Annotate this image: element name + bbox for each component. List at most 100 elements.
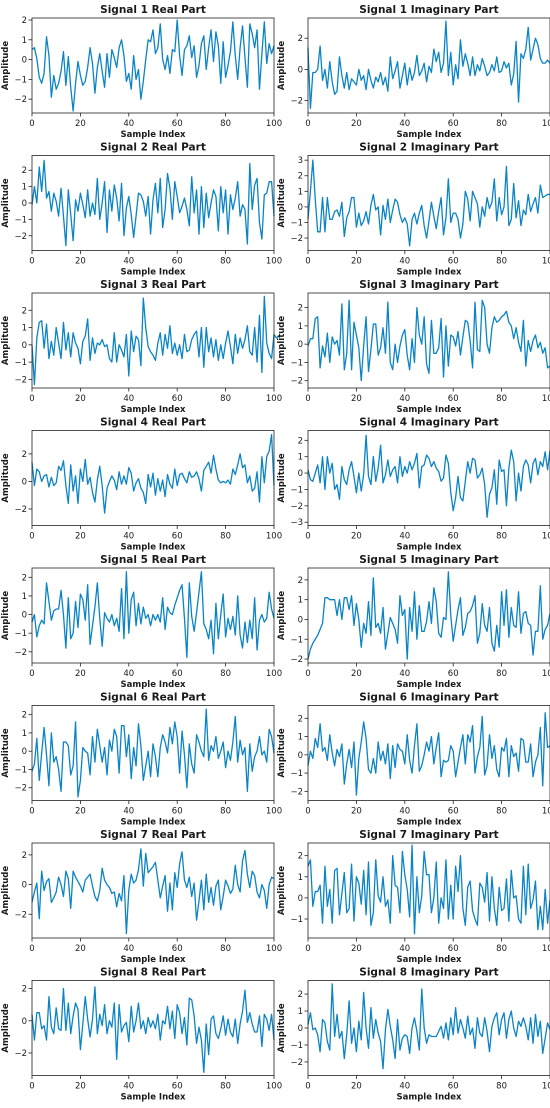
x-tick-label: 0 <box>305 119 310 129</box>
plot-frame <box>307 17 550 114</box>
chart-title: Signal 2 Imaginary Part <box>359 142 498 154</box>
x-tick-label: 20 <box>75 669 86 679</box>
x-tick-label: 100 <box>542 394 550 404</box>
y-tick-label: −1 <box>290 635 303 645</box>
plot-frame <box>31 17 275 114</box>
x-tick-label: 100 <box>266 394 282 404</box>
x-tick-label: 80 <box>496 807 507 817</box>
series-line <box>307 20 550 109</box>
subplot-8: Signal 4 Imaginary Part020406080100−3−2−… <box>277 417 550 553</box>
y-tick-label: −1 <box>290 358 303 368</box>
series-line <box>307 299 550 382</box>
x-tick-label: 60 <box>172 119 183 129</box>
y-tick-label: 2 <box>22 711 27 721</box>
plot-frame <box>307 842 550 939</box>
y-tick-label: 0 <box>298 894 303 904</box>
x-tick-label: 100 <box>266 669 282 679</box>
y-tick-label: −1 <box>14 215 27 225</box>
series-line <box>307 983 550 1070</box>
x-tick-label: 20 <box>351 532 362 542</box>
x-tick-label: 60 <box>448 532 459 542</box>
plot-frame <box>307 705 550 801</box>
subplot-6: Signal 3 Imaginary Part 0 20 40 60 80 100 −2 −1 0… <box>277 279 550 415</box>
subplot-12: Signal 6 Imaginary Part 0 20 40 60 80 100 −2 −1 0… <box>277 692 550 828</box>
x-tick-label: 20 <box>75 532 86 542</box>
x-axis-label: Sample Index <box>121 1093 187 1103</box>
x-tick-label: 0 <box>29 944 34 954</box>
x-tick-label: 40 <box>123 394 134 404</box>
plot-frame <box>31 980 275 1076</box>
y-tick-label: 0 <box>22 56 27 66</box>
x-axis-label: Sample Index <box>121 543 187 553</box>
subplot-15: Signal 8 Real Part 0 20 40 60 80 100 −2 0 2 Sample… <box>1 967 282 1103</box>
x-tick-label: 80 <box>220 669 231 679</box>
plot-frame <box>307 567 550 664</box>
y-tick-label: −1 <box>14 75 27 85</box>
chart-title: Signal 2 Real Part <box>100 142 206 154</box>
y-tick-label: 0 <box>22 747 27 757</box>
x-tick-label: 100 <box>266 257 282 267</box>
x-tick-label: 100 <box>266 1082 282 1092</box>
x-tick-label: 80 <box>496 944 507 954</box>
chart-title: Signal 8 Real Part <box>100 967 206 979</box>
subplot-16: Signal 8 Imaginary Part 0 20 40 60 80 100 −2 −1 0… <box>277 967 550 1103</box>
y-tick-label: 0 <box>298 615 303 625</box>
x-tick-label: 40 <box>123 669 134 679</box>
series-line <box>31 295 280 386</box>
subplot-7: Signal 4 Real Part 0 20 40 60 80 100 −2 0 2 Sample… <box>1 417 282 553</box>
x-tick-label: 100 <box>542 1082 550 1092</box>
x-tick-label: 0 <box>29 807 34 817</box>
x-tick-label: 40 <box>123 807 134 817</box>
x-tick-label: 60 <box>448 257 459 267</box>
x-tick-label: 0 <box>305 807 310 817</box>
subplot-11: Signal 6 Real Part 0 20 40 60 80 100 −2 −1 0 1 2 Sam… <box>1 692 282 828</box>
y-axis-label: Amplitude <box>1 453 11 503</box>
x-tick-label: 60 <box>448 807 459 817</box>
y-tick-label: −2 <box>14 784 27 794</box>
x-tick-label: 0 <box>305 944 310 954</box>
x-axis-label: Sample Index <box>397 405 463 415</box>
y-tick-label: 2 <box>22 573 27 583</box>
x-tick-label: 0 <box>305 257 310 267</box>
chart-title: Signal 1 Imaginary Part <box>359 4 498 16</box>
y-axis-label: Amplitude <box>1 728 11 778</box>
subplot-3: Signal 2 Real Part 0 20 40 60 80 100 −2 −1 0 1 2 Sam… <box>1 142 282 278</box>
x-tick-label: 40 <box>399 807 410 817</box>
plot-frame <box>307 292 550 389</box>
subplot-9: Signal 5 Real Part 0 20 40 60 80 100 −2 −1 0 1 2 Sam… <box>1 554 282 690</box>
series-line <box>307 844 550 935</box>
x-tick-label: 80 <box>220 944 231 954</box>
y-tick-label: −2 <box>14 505 27 515</box>
x-tick-label: 0 <box>29 669 34 679</box>
x-tick-label: 20 <box>75 807 86 817</box>
x-tick-label: 40 <box>399 257 410 267</box>
x-tick-label: 40 <box>399 532 410 542</box>
x-axis-label: Sample Index <box>121 680 187 690</box>
x-tick-label: 80 <box>220 257 231 267</box>
y-axis-label: Amplitude <box>1 178 11 228</box>
y-tick-label: 0 <box>22 881 27 891</box>
series-line <box>31 159 275 247</box>
y-tick-label: −1 <box>290 1041 303 1051</box>
x-tick-label: 80 <box>220 119 231 129</box>
x-axis-label: Sample Index <box>397 1093 463 1103</box>
chart-title: Signal 8 Imaginary Part <box>359 967 498 979</box>
plot-frame <box>31 292 275 389</box>
subplot-10: Signal 5 Imaginary Part 0 20 40 60 80 100 −2 −1 0… <box>277 554 550 690</box>
y-tick-label: 3 <box>298 156 303 166</box>
y-tick-label: −1 <box>290 218 303 228</box>
x-axis-label: Sample Index <box>397 268 463 278</box>
y-tick-label: 0 <box>22 199 27 209</box>
x-tick-label: 0 <box>305 532 310 542</box>
chart-title: Signal 3 Imaginary Part <box>359 279 498 291</box>
y-tick-label: 0 <box>298 65 303 75</box>
plot-frame <box>31 567 275 664</box>
x-tick-label: 60 <box>448 944 459 954</box>
y-tick-label: 2 <box>22 306 27 316</box>
y-tick-label: 1 <box>298 1007 303 1017</box>
chart-title: Signal 1 Real Part <box>100 4 206 16</box>
series-line <box>31 433 275 514</box>
series-line <box>31 848 275 935</box>
y-tick-label: −2 <box>290 502 303 512</box>
